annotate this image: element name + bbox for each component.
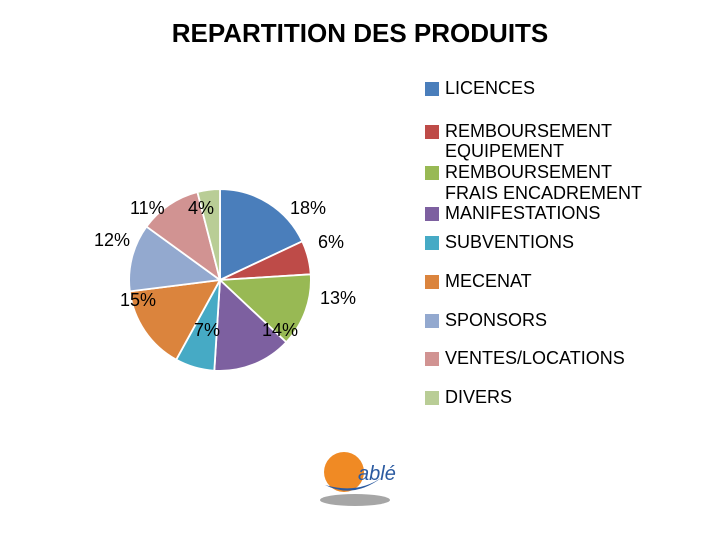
slice-percent-label: 18%	[290, 198, 326, 219]
legend-label: LICENCES	[445, 78, 535, 99]
legend-label: REMBOURSEMENT FRAIS ENCADREMENT	[445, 162, 642, 203]
legend-item: MANIFESTATIONS	[425, 203, 642, 224]
legend-swatch	[425, 82, 439, 96]
legend: LICENCES REMBOURSEMENT EQUIPEMENTREMBOURS…	[425, 78, 642, 408]
legend-item: LICENCES	[425, 78, 642, 99]
legend-item: SPONSORS	[425, 310, 642, 331]
legend-swatch	[425, 314, 439, 328]
legend-item: SUBVENTIONS	[425, 232, 642, 253]
legend-item: MECENAT	[425, 271, 642, 292]
slice-percent-label: 4%	[188, 198, 214, 219]
legend-swatch	[425, 166, 439, 180]
slice-percent-label: 14%	[262, 320, 298, 341]
slice-percent-label: 13%	[320, 288, 356, 309]
legend-label: VENTES/LOCATIONS	[445, 348, 625, 369]
legend-swatch	[425, 352, 439, 366]
legend-item: REMBOURSEMENT EQUIPEMENT	[425, 121, 642, 162]
logo-icon: ablé	[310, 440, 400, 510]
legend-item: REMBOURSEMENT FRAIS ENCADREMENT	[425, 162, 642, 203]
legend-item: DIVERS	[425, 387, 642, 408]
legend-swatch	[425, 125, 439, 139]
chart-title: REPARTITION DES PRODUITS	[0, 18, 720, 49]
slice-percent-label: 12%	[94, 230, 130, 251]
legend-item: VENTES/LOCATIONS	[425, 348, 642, 369]
slice-percent-label: 6%	[318, 232, 344, 253]
legend-label: MANIFESTATIONS	[445, 203, 600, 224]
legend-label: SUBVENTIONS	[445, 232, 574, 253]
slice-percent-label: 15%	[120, 290, 156, 311]
legend-swatch	[425, 207, 439, 221]
legend-label: MECENAT	[445, 271, 532, 292]
legend-swatch	[425, 391, 439, 405]
slice-percent-label: 11%	[130, 198, 165, 219]
legend-label: DIVERS	[445, 387, 512, 408]
legend-swatch	[425, 236, 439, 250]
legend-label: REMBOURSEMENT EQUIPEMENT	[445, 121, 612, 162]
legend-label: SPONSORS	[445, 310, 547, 331]
slice-percent-label: 7%	[194, 320, 220, 341]
legend-swatch	[425, 275, 439, 289]
svg-text:ablé: ablé	[358, 463, 396, 485]
